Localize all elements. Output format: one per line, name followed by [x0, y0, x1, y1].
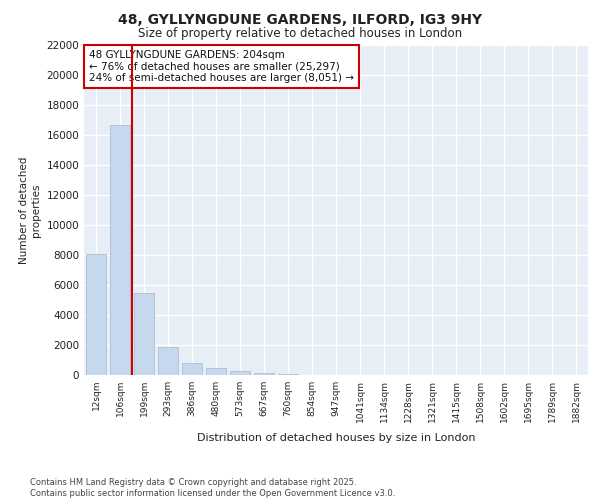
Bar — [182, 363, 202, 375]
Text: 48 GYLLYNGDUNE GARDENS: 204sqm
← 76% of detached houses are smaller (25,297)
24%: 48 GYLLYNGDUNE GARDENS: 204sqm ← 76% of … — [89, 50, 354, 83]
Bar — [278, 374, 298, 375]
Text: Contains HM Land Registry data © Crown copyright and database right 2025.
Contai: Contains HM Land Registry data © Crown c… — [30, 478, 395, 498]
Bar — [230, 371, 250, 375]
Y-axis label: Number of detached
properties: Number of detached properties — [19, 156, 41, 264]
Bar — [134, 292, 154, 375]
Bar — [110, 124, 130, 375]
Bar — [158, 346, 178, 375]
Bar — [254, 373, 274, 375]
Bar — [206, 368, 226, 375]
X-axis label: Distribution of detached houses by size in London: Distribution of detached houses by size … — [197, 433, 475, 443]
Text: 48, GYLLYNGDUNE GARDENS, ILFORD, IG3 9HY: 48, GYLLYNGDUNE GARDENS, ILFORD, IG3 9HY — [118, 12, 482, 26]
Bar — [86, 254, 106, 375]
Text: Size of property relative to detached houses in London: Size of property relative to detached ho… — [138, 28, 462, 40]
